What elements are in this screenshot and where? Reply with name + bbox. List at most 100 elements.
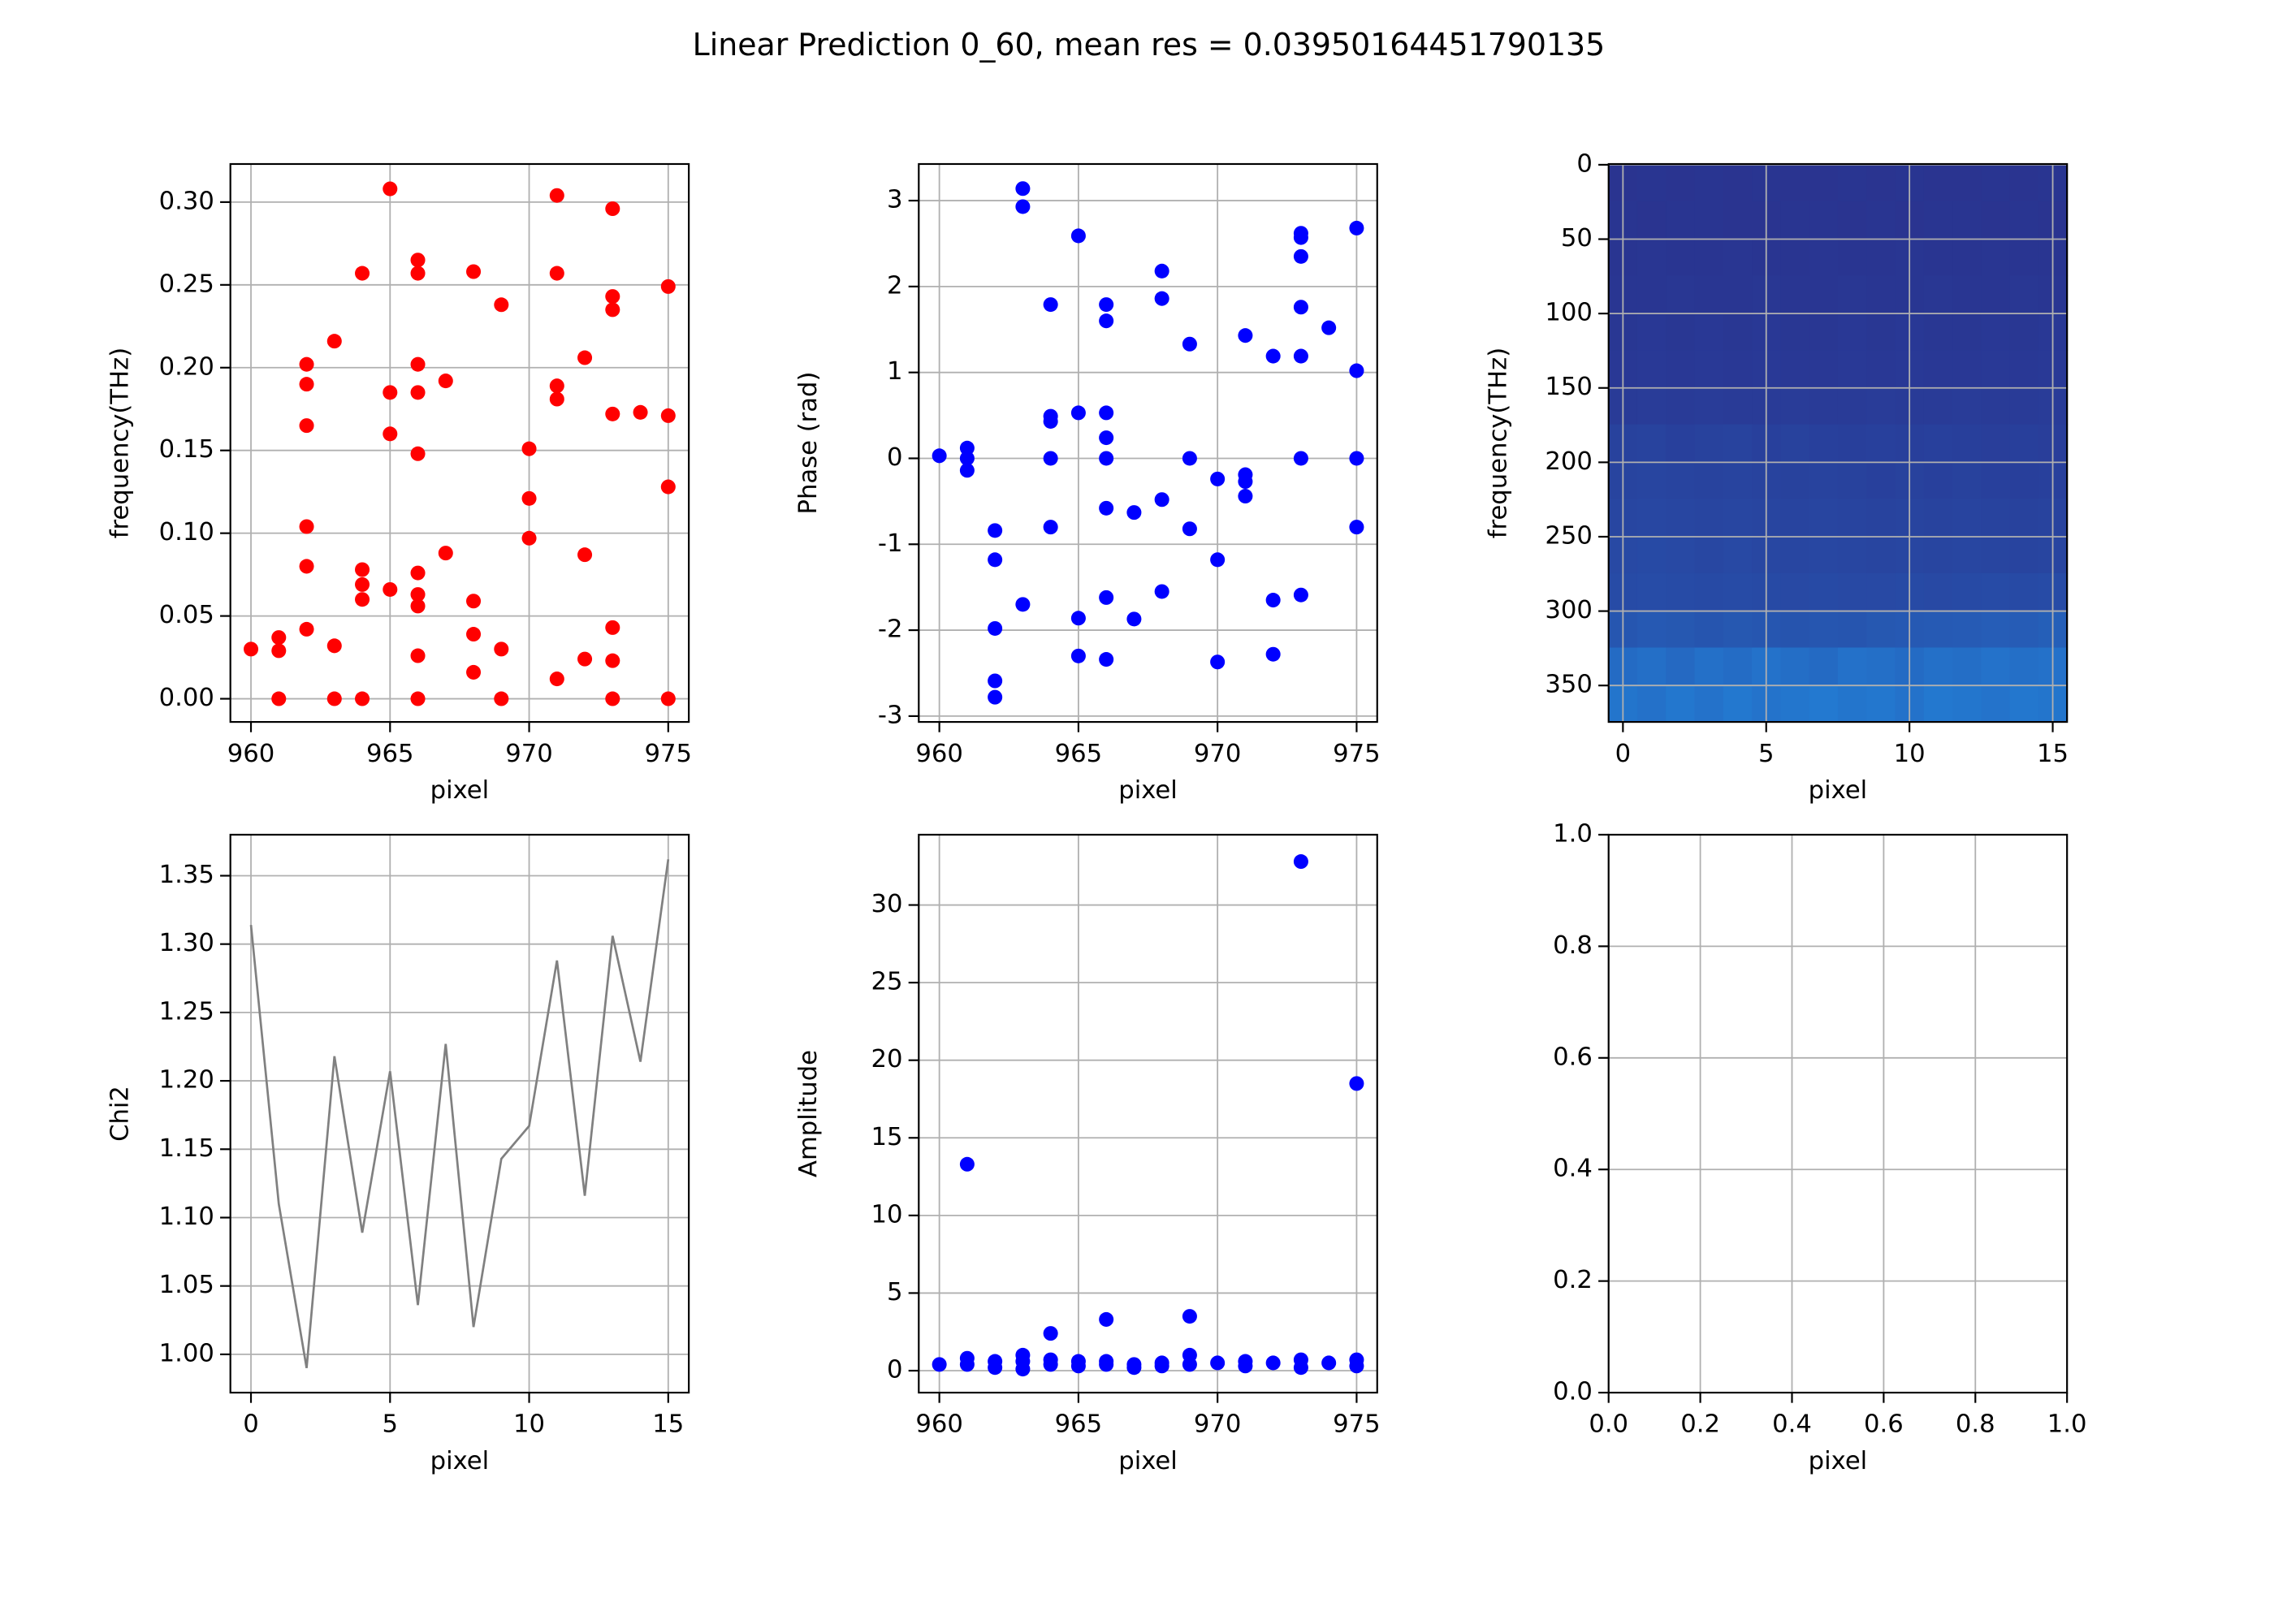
x-tick-label: 975 [1333, 740, 1380, 768]
point [271, 630, 287, 646]
point [549, 266, 564, 281]
heatmap-cell [1636, 499, 1667, 537]
heatmap-cell [1981, 610, 2011, 649]
point [1182, 1357, 1197, 1372]
y-tick-label: 1.35 [159, 861, 214, 889]
heatmap-cell [1866, 461, 1896, 500]
heatmap-cell [1923, 499, 1953, 537]
point [383, 181, 398, 197]
y-tick-label: 0.15 [159, 435, 214, 464]
point [410, 565, 426, 581]
y-tick-label: 0.0 [1553, 1378, 1593, 1406]
point [1043, 297, 1058, 313]
point [1293, 1360, 1308, 1376]
heatmap-cell [1952, 461, 1982, 500]
heatmap-cell [1837, 201, 1868, 240]
heatmap-cell [1952, 685, 1982, 723]
heatmap-cell [1666, 610, 1696, 649]
heatmap-cell [1780, 163, 1810, 202]
point [1265, 1355, 1281, 1371]
heatmap-cell [1837, 499, 1868, 537]
x-tick-label: 0 [1615, 740, 1632, 768]
heatmap-cell [1780, 387, 1810, 425]
point [1015, 1362, 1031, 1377]
point [1349, 1076, 1364, 1091]
figure-title: Linear Prediction 0_60, mean res = 0.039… [693, 27, 1606, 63]
heatmap-cell [1636, 647, 1667, 686]
heatmap-cell [1636, 685, 1667, 723]
x-tick-label: 970 [1194, 1410, 1241, 1439]
heatmap-cell [1981, 387, 2011, 425]
heatmap-cell [2009, 572, 2039, 611]
point [383, 581, 398, 597]
heatmap-cell [1866, 499, 1896, 537]
y-tick-label: -2 [878, 615, 903, 644]
heatmap-cell [1809, 201, 1839, 240]
point [959, 1156, 975, 1172]
heatmap-cell [1837, 275, 1868, 314]
heatmap-cell [1981, 163, 2011, 202]
y-tick-label: 1.30 [159, 929, 214, 957]
x-tick-label: 960 [915, 740, 962, 768]
y-tick-label: 0 [887, 443, 903, 472]
x-tick-label: 965 [1055, 740, 1102, 768]
heatmap-cell [1666, 572, 1696, 611]
point [605, 653, 620, 668]
heatmap-cell [1780, 610, 1810, 649]
y-tick-label: 25 [871, 968, 902, 996]
y-tick-label: -3 [878, 701, 903, 729]
line [249, 859, 670, 1368]
x-tick-label: 5 [383, 1410, 399, 1439]
y-tick-label: 5 [887, 1278, 903, 1307]
point [959, 1357, 975, 1372]
x-tick-label: 5 [1758, 740, 1775, 768]
x-axis-label: pixel [1809, 1447, 1868, 1475]
point [605, 302, 620, 317]
heatmap-cell [1952, 275, 1982, 314]
point [959, 451, 975, 466]
heatmap-cell [1780, 424, 1810, 463]
heatmap-cell [1809, 163, 1839, 202]
heatmap-cell [1866, 536, 1896, 574]
y-tick-label: 0.2 [1553, 1266, 1593, 1294]
heatmap-cell [1837, 350, 1868, 388]
heatmap-cell [1780, 313, 1810, 351]
point [1099, 313, 1114, 329]
point [410, 446, 426, 461]
point [660, 279, 676, 294]
point [1182, 336, 1197, 352]
point [326, 334, 342, 349]
heatmap-cell [1923, 685, 1953, 723]
point [1349, 1358, 1364, 1374]
point [355, 691, 370, 706]
x-tick-label: 975 [1333, 1410, 1380, 1439]
x-tick-label: 970 [1194, 740, 1241, 768]
heatmap-cell [1636, 313, 1667, 351]
x-tick-label: 10 [1894, 740, 1926, 768]
heatmap-cell [1952, 201, 1982, 240]
heatmap-cell [1666, 201, 1696, 240]
point [1099, 590, 1114, 605]
y-tick-label: 20 [871, 1045, 902, 1073]
point [1154, 492, 1169, 508]
heatmap-cell [1694, 499, 1724, 537]
heatmap-cell [1981, 536, 2011, 574]
y-tick-label: 1.00 [159, 1339, 214, 1367]
point [1099, 297, 1114, 313]
y-axis-label: frequency(THz) [1484, 348, 1512, 538]
heatmap-cell [1694, 313, 1724, 351]
point [410, 587, 426, 603]
point [549, 188, 564, 203]
point [410, 598, 426, 614]
x-axis-label: pixel [430, 1447, 490, 1475]
y-tick-label: 0.30 [159, 187, 214, 215]
heatmap-cell [1837, 238, 1868, 277]
point [410, 253, 426, 268]
point [355, 592, 370, 607]
y-tick-label: 250 [1545, 521, 1592, 550]
heatmap-cell [1780, 275, 1810, 314]
heatmap-cell [1952, 387, 1982, 425]
heatmap-cell [1952, 313, 1982, 351]
